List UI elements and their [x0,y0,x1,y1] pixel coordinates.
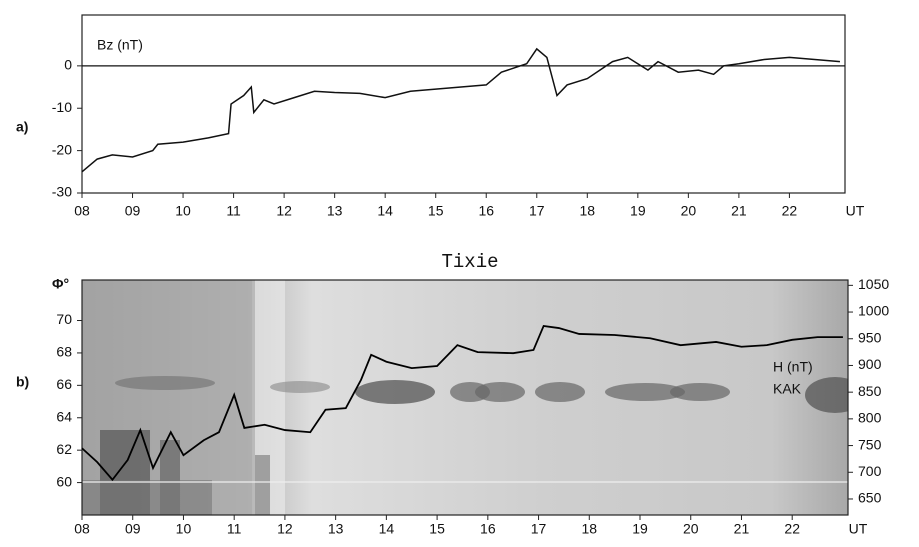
y-tick-label: -20 [52,141,72,157]
y-tick-label: 68 [56,344,72,360]
x-tick-label: 12 [277,521,293,537]
y-axis-label: Bz (nT) [97,37,143,53]
x-tick-label: 13 [327,203,343,219]
y2-tick-label: 850 [858,383,882,399]
x-tick-label: 09 [125,521,141,537]
x-tick-label: 17 [531,521,547,537]
y2-tick-label: 650 [858,490,882,506]
x-tick-label: 20 [683,521,699,537]
x-tick-label: 12 [276,203,292,219]
y2-tick-label: 1050 [858,276,889,292]
x-tick-label: 21 [731,203,747,219]
x-axis-label: UT [849,521,868,537]
x-tick-label: 14 [379,521,395,537]
plot-frame [81,14,846,194]
x-tick-label: 08 [74,203,90,219]
y-tick-label: 64 [56,408,72,424]
y2-tick-label: 700 [858,463,882,479]
y2-tick-label: 800 [858,410,882,426]
x-tick-label: 08 [74,521,90,537]
x-tick-label: 19 [632,521,648,537]
x-tick-label: 16 [480,521,496,537]
y2-tick-label: 750 [858,436,882,452]
data-line [81,47,841,173]
y2-tick-label: 900 [858,356,882,372]
x-tick-label: 14 [377,203,393,219]
y-tick-label: 70 [56,311,72,327]
plot-frame [81,279,849,516]
x-tick-label: 22 [784,521,800,537]
legend-label: KAK [773,381,802,397]
x-tick-label: 15 [428,203,444,219]
x-tick-label: 16 [478,203,494,219]
x-tick-label: 18 [580,203,596,219]
y-tick-label: 62 [56,441,72,457]
x-tick-label: 20 [681,203,697,219]
data-line [81,324,843,482]
chart-title: Tixie [441,251,498,273]
x-tick-label: 18 [581,521,597,537]
x-tick-label: 10 [176,521,192,537]
y-tick-label: 66 [56,376,72,392]
y-axis-label: Φ° [52,276,69,292]
x-tick-label: 21 [734,521,750,537]
x-tick-label: 13 [328,521,344,537]
x-tick-label: 11 [227,521,242,537]
y2-tick-label: 1000 [858,303,889,319]
y2-tick-label: 950 [858,329,882,345]
y2-axis-label: H (nT) [773,359,813,375]
panel-label: b) [16,374,29,390]
y-tick-label: 60 [56,473,72,489]
x-tick-label: 10 [175,203,191,219]
spectrogram [82,280,848,515]
x-tick-label: 19 [630,203,646,219]
x-tick-label: 09 [125,203,141,219]
x-tick-label: 17 [529,203,545,219]
panel-label: a) [16,119,28,135]
x-axis-label: UT [846,203,865,219]
x-tick-label: 15 [429,521,445,537]
y-tick-label: -10 [52,99,72,115]
y-tick-label: -30 [52,184,72,200]
x-tick-label: 11 [226,203,241,219]
y-tick-label: 0 [64,57,72,73]
x-tick-label: 22 [782,203,798,219]
